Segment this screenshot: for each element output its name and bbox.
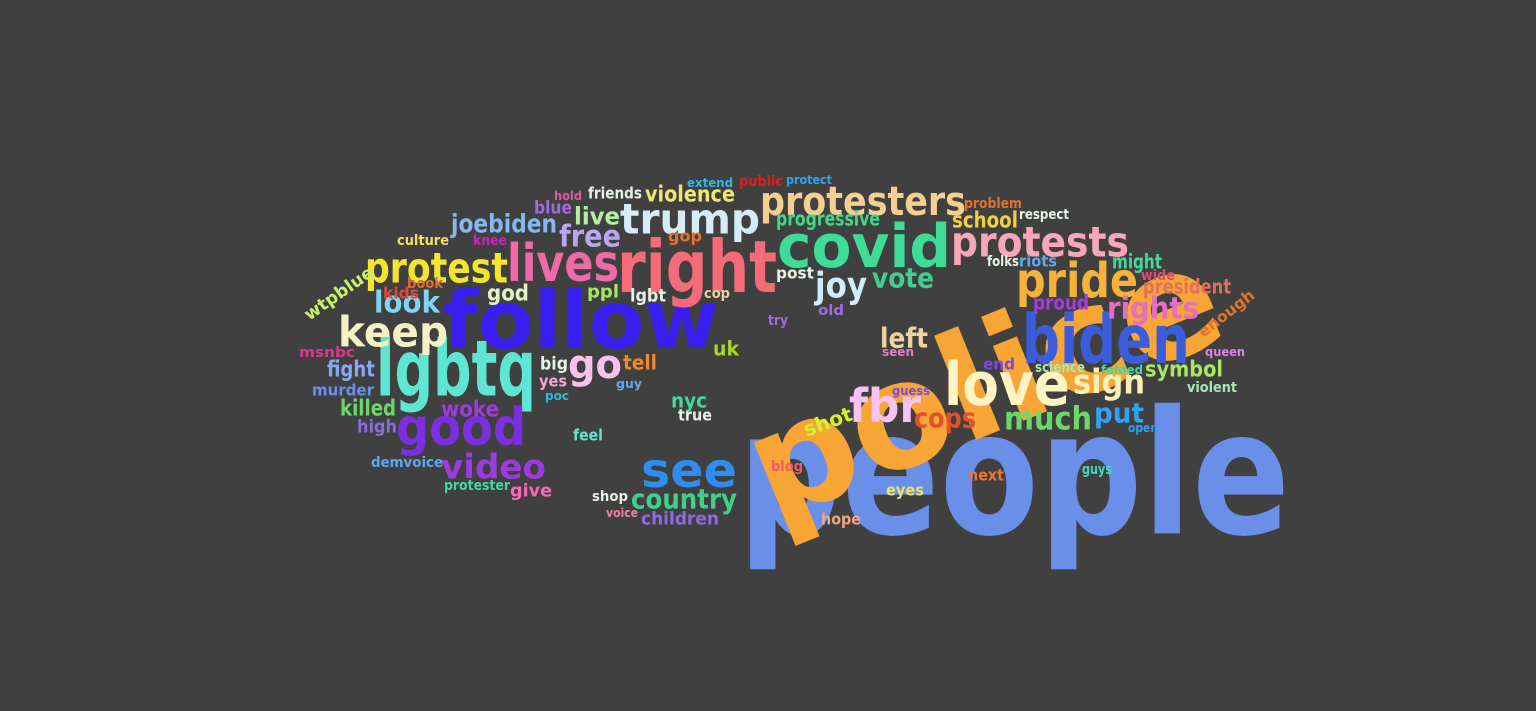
word-riots: riots	[1019, 252, 1057, 272]
word-public: public	[739, 173, 783, 191]
word-old: old	[818, 302, 844, 320]
word-tell: tell	[623, 351, 657, 376]
word-keep: keep	[338, 307, 449, 357]
word-lgbtq: lgbtq	[376, 323, 536, 415]
word-blog: blog	[771, 458, 803, 476]
word-open: open	[1128, 420, 1158, 436]
word-wide: wide	[1141, 267, 1176, 285]
word-school: school	[952, 206, 1018, 234]
word-vote: vote	[872, 261, 935, 295]
word-folded: folded	[1101, 362, 1144, 378]
word-uk: uk	[713, 337, 740, 362]
word-god: god	[487, 279, 529, 307]
word-problem: problem	[964, 195, 1022, 213]
word-lives: lives	[507, 233, 620, 295]
word-trump: trump	[620, 194, 761, 244]
word-violent: violent	[1187, 379, 1238, 397]
word-protests: protests	[951, 217, 1129, 267]
word-biden: biden	[1022, 300, 1190, 380]
word-joy: joy	[815, 263, 867, 307]
word-feel: feel	[573, 426, 604, 446]
word-left: left	[880, 321, 929, 355]
word-free: free	[559, 219, 621, 255]
word-children: children	[641, 507, 719, 530]
word-protest: protest	[365, 243, 508, 293]
word-hope: hope	[821, 510, 862, 530]
word-fight: fight	[327, 355, 375, 383]
word-protect: protect	[786, 172, 832, 188]
word-protesters: protesters	[760, 179, 966, 226]
word-covid: covid	[777, 211, 952, 282]
word-post: post	[776, 264, 815, 284]
word-science: science	[1035, 359, 1085, 377]
word-knee: knee	[473, 232, 507, 250]
word-guess: guess	[892, 383, 931, 399]
word-cops: cops	[914, 401, 976, 435]
word-gop: gop	[668, 227, 703, 247]
word-live: live	[574, 203, 620, 232]
word-symbol: symbol	[1145, 355, 1224, 383]
word-joebiden: joebiden	[451, 209, 558, 240]
word-voice: voice	[606, 505, 638, 521]
word-video: video	[441, 447, 546, 488]
word-respect: respect	[1019, 206, 1070, 224]
word-killed: killed	[340, 394, 397, 422]
word-people: people	[738, 373, 1291, 575]
word-end: end	[983, 355, 1015, 375]
word-violence: violence	[645, 180, 735, 208]
word-murder: murder	[312, 381, 375, 401]
word-cop: cop	[704, 285, 731, 303]
word-folks: folks	[987, 253, 1020, 271]
word-book: book	[407, 275, 444, 293]
word-seen: seen	[882, 344, 915, 360]
word-queen: queen	[1205, 344, 1246, 360]
word-good: good	[396, 397, 527, 459]
word-kids: kids	[383, 284, 420, 304]
word-rights: rights	[1107, 291, 1200, 327]
word-guys: guys	[1082, 461, 1113, 479]
word-progressive: progressive	[776, 207, 880, 232]
word-hold: hold	[554, 188, 582, 204]
word-high: high	[357, 415, 397, 438]
word-sign: sign	[1073, 362, 1146, 403]
word-pride: pride	[1016, 253, 1138, 310]
word-president: president	[1143, 275, 1232, 300]
word-go: go	[568, 342, 623, 389]
word-might: might	[1112, 250, 1162, 275]
word-ppl: ppl	[587, 280, 619, 303]
word-much: much	[1004, 399, 1092, 438]
word-fbr: fbr	[849, 379, 921, 434]
word-eyes: eyes	[886, 481, 924, 501]
word-lgbt: lgbt	[630, 284, 667, 307]
word-look: look	[374, 285, 440, 321]
word-yes: yes	[539, 372, 567, 392]
word-proud: proud	[1033, 291, 1089, 316]
word-put: put	[1094, 396, 1144, 430]
word-nyc: nyc	[671, 389, 707, 414]
word-big: big	[540, 352, 568, 375]
word-love: love	[944, 349, 1071, 420]
word-msnbc: msnbc	[299, 344, 355, 362]
word-true: true	[678, 406, 712, 426]
word-give: give	[510, 479, 553, 502]
word-extend: extend	[687, 175, 733, 191]
word-next: next	[968, 466, 1004, 486]
word-friends: friends	[588, 184, 643, 204]
word-woke: woke	[441, 395, 500, 423]
word-culture: culture	[397, 232, 450, 250]
word-guy: guy	[616, 376, 643, 392]
word-see: see	[641, 443, 738, 500]
word-shop: shop	[592, 488, 629, 506]
word-demvoice: demvoice	[371, 454, 444, 472]
word-protester: protester	[444, 477, 510, 495]
word-poc: poc	[545, 388, 569, 404]
word-country: country	[631, 482, 738, 516]
word-follow: follow	[443, 273, 719, 367]
word-try: try	[768, 312, 788, 330]
word-right: right	[617, 226, 778, 310]
word-blue: blue	[534, 196, 573, 219]
